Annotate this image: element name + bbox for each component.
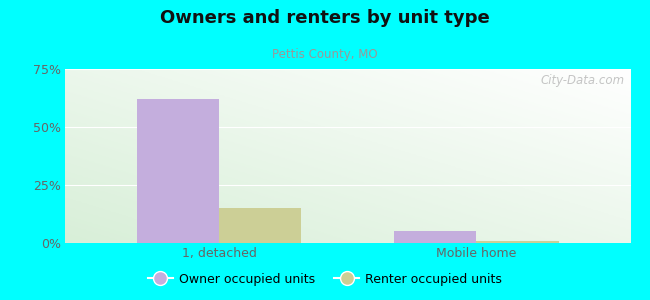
Bar xyxy=(219,208,302,243)
Bar xyxy=(394,231,476,243)
Text: Pettis County, MO: Pettis County, MO xyxy=(272,48,378,61)
Text: Owners and renters by unit type: Owners and renters by unit type xyxy=(160,9,490,27)
Bar xyxy=(476,241,558,243)
Legend: Owner occupied units, Renter occupied units: Owner occupied units, Renter occupied un… xyxy=(143,268,507,291)
Bar xyxy=(137,99,219,243)
Text: City-Data.com: City-Data.com xyxy=(541,74,625,87)
